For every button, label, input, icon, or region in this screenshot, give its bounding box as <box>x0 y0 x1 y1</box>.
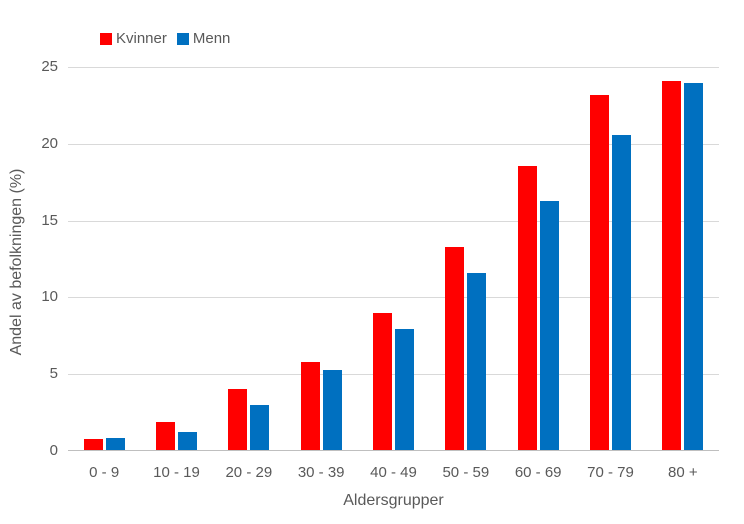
x-tick-label-8: 80 + <box>668 464 698 481</box>
legend-item-kvinner: Kvinner <box>100 30 167 47</box>
y-tick-label-25: 25 <box>41 58 58 75</box>
y-tick-label-10: 10 <box>41 288 58 306</box>
gridline-10 <box>68 297 719 299</box>
bar-kvinner-3 <box>300 362 320 450</box>
bar-kvinner-8 <box>662 81 682 450</box>
gridline-15 <box>68 220 719 222</box>
y-tick-label-15: 15 <box>41 211 58 229</box>
legend-label: Kvinner <box>116 30 167 47</box>
bar-kvinner-2 <box>228 388 248 450</box>
x-tick-label-1: 10 - 19 <box>153 464 200 481</box>
gridline-20 <box>68 143 719 145</box>
bar-kvinner-5 <box>445 247 465 450</box>
bar-menn-2 <box>250 405 270 450</box>
x-tick-label-2: 20 - 29 <box>225 464 273 481</box>
y-tick-label-5: 5 <box>49 365 58 383</box>
bar-menn-1 <box>178 431 197 450</box>
bar-menn-4 <box>395 328 414 450</box>
bar-menn-3 <box>322 370 342 450</box>
gridline-5 <box>68 374 719 376</box>
chart-legend: Kvinner Menn <box>100 30 230 47</box>
bar-kvinner-1 <box>156 422 175 450</box>
plot-area <box>68 67 719 451</box>
y-tick-label-20: 20 <box>41 134 58 152</box>
y-tick-label-0: 0 <box>49 442 58 459</box>
bar-kvinner-4 <box>373 313 392 450</box>
y-axis-title: Andel av befolkningen (%) <box>8 168 25 356</box>
legend-swatch-icon <box>176 32 189 45</box>
legend-swatch-icon <box>100 32 112 45</box>
bar-menn-0 <box>105 437 125 450</box>
x-tick-label-3: 30 - 39 <box>297 464 345 481</box>
x-tick-label-7: 70 - 79 <box>587 464 634 481</box>
x-tick-label-4: 40 - 49 <box>370 464 417 481</box>
x-axis-line <box>68 450 719 451</box>
x-tick-label-0: 0 - 9 <box>89 464 120 481</box>
x-tick-label-5: 50 - 59 <box>442 464 490 481</box>
bar-menn-5 <box>467 273 487 450</box>
legend-label: Menn <box>192 30 231 47</box>
x-tick-label-6: 60 - 69 <box>514 464 562 481</box>
bar-kvinner-7 <box>590 95 609 450</box>
bar-menn-7 <box>612 135 631 450</box>
bar-kvinner-6 <box>517 165 537 450</box>
x-axis-title: Aldersgrupper <box>343 492 444 509</box>
gridline-25 <box>68 67 719 68</box>
bar-menn-6 <box>539 201 559 450</box>
bar-menn-8 <box>684 82 704 450</box>
legend-item-menn: Menn <box>176 30 231 47</box>
bar-kvinner-0 <box>83 439 103 450</box>
